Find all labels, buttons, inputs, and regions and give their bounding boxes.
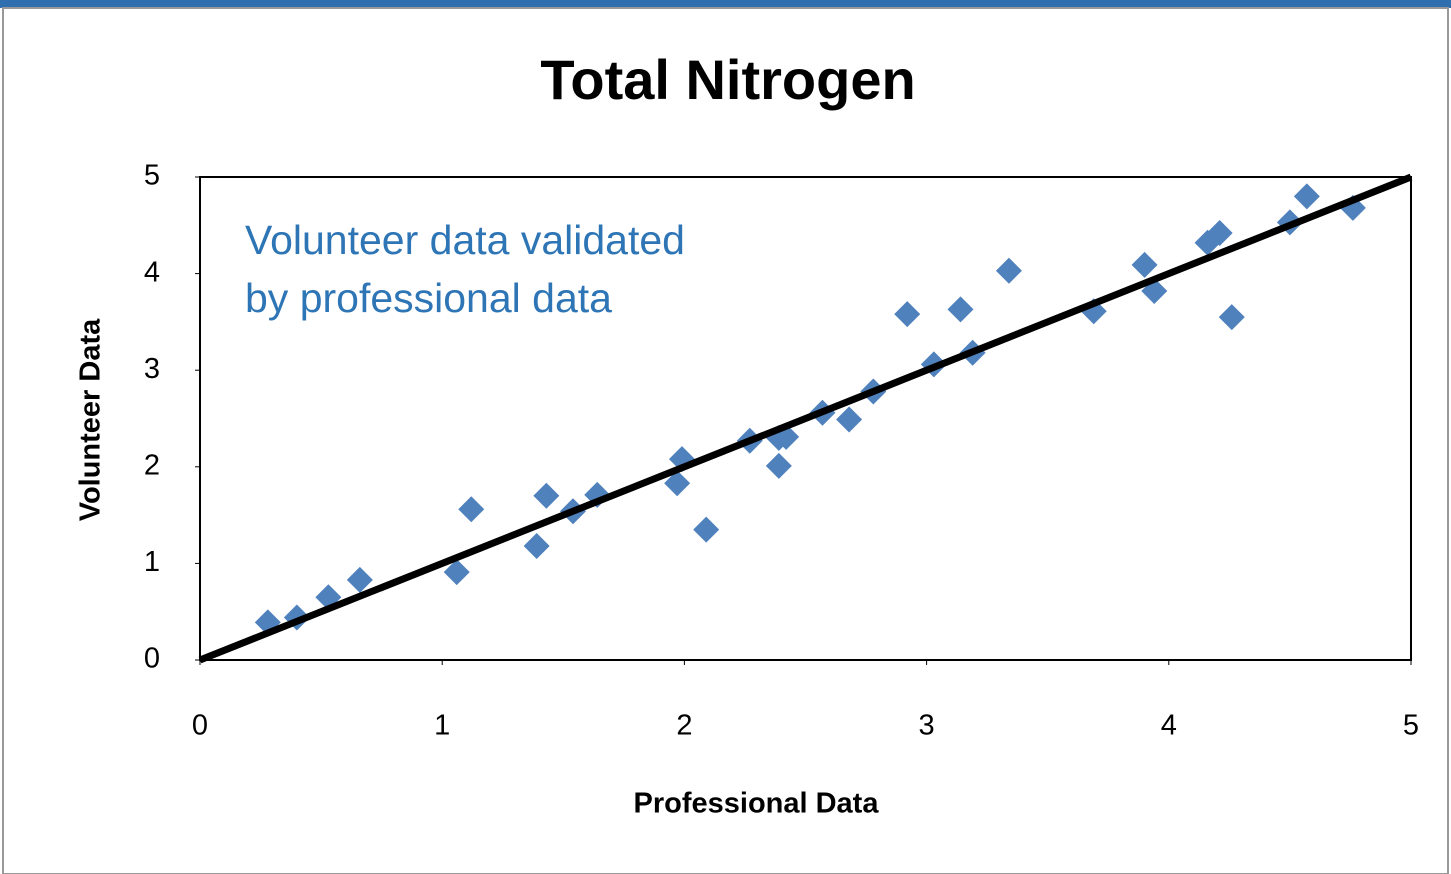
annotation: Volunteer data validated (245, 217, 685, 263)
point (458, 496, 485, 523)
trend-line (198, 173, 1413, 664)
y-tick-label: 1 (144, 546, 160, 578)
x-tick-label: 5 (1403, 710, 1419, 742)
annotation: by professional data (245, 275, 612, 321)
point (523, 533, 550, 560)
x-tick-label: 1 (434, 710, 450, 742)
x-tick-label: 4 (1161, 710, 1177, 742)
point (693, 516, 720, 543)
point (346, 566, 373, 593)
x-tick-label: 0 (192, 710, 208, 742)
y-tick-label: 5 (144, 160, 160, 192)
x-axis-label: Professional Data (634, 788, 880, 820)
point (664, 470, 691, 497)
plot-area (199, 176, 1412, 661)
point (947, 296, 974, 323)
point (765, 452, 792, 479)
y-tick-label: 2 (144, 449, 160, 481)
point (894, 301, 921, 328)
y-axis-label: Volunteer Data (75, 318, 107, 521)
top-band (0, 0, 1451, 8)
y-tick-label: 3 (144, 353, 160, 385)
chart-frame (2, 7, 1449, 874)
y-tick-label: 0 (144, 643, 160, 675)
point (1218, 304, 1245, 331)
point (1131, 251, 1158, 278)
point (533, 482, 560, 509)
x-tick-label: 3 (919, 710, 935, 742)
y-tick-label: 4 (144, 256, 160, 288)
point (836, 406, 863, 433)
point (995, 257, 1022, 284)
x-tick-label: 2 (676, 710, 692, 742)
point (443, 559, 470, 586)
point (1293, 183, 1320, 210)
point (1206, 220, 1233, 247)
chart-title: Total Nitrogen (540, 48, 915, 111)
